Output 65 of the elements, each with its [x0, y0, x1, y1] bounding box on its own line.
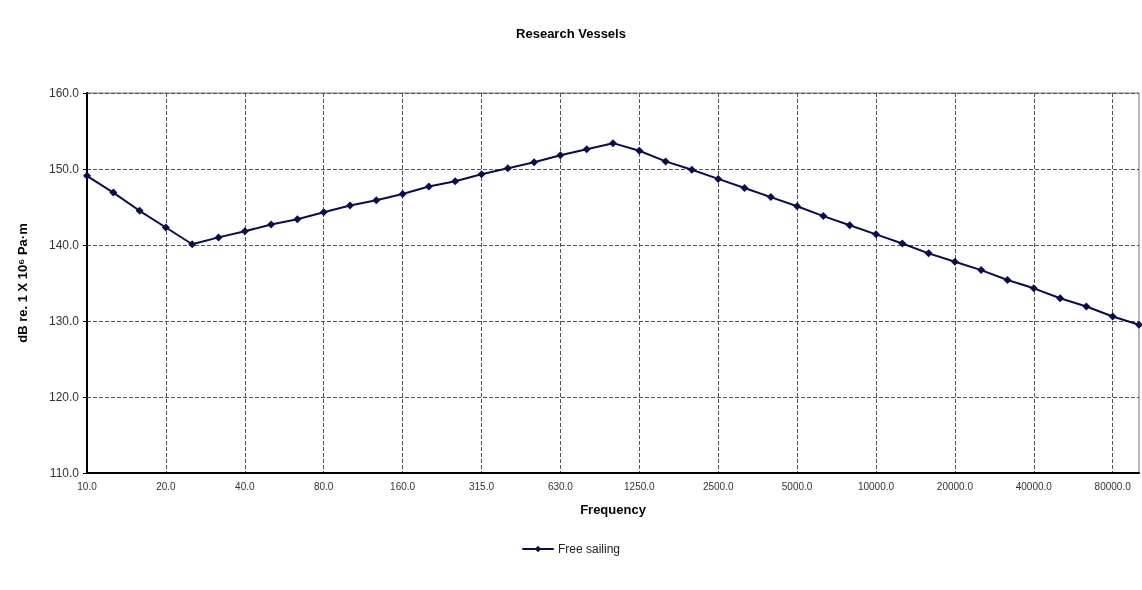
- point: [819, 212, 828, 221]
- point: [950, 257, 959, 266]
- point: [1029, 284, 1038, 293]
- point: [214, 233, 223, 242]
- point: [1082, 302, 1091, 311]
- point: [977, 266, 986, 275]
- point: [1108, 312, 1117, 321]
- point: [83, 171, 91, 180]
- point: [609, 139, 617, 148]
- point: [845, 221, 854, 230]
- y-tick-label: 140.0: [48, 238, 80, 252]
- x-tick-label: 80000.0: [1094, 480, 1132, 492]
- point: [924, 249, 933, 258]
- point: [556, 151, 565, 160]
- point: [793, 202, 802, 211]
- point: [161, 223, 170, 232]
- x-axis-title: Frequency: [580, 502, 647, 517]
- y-tick-label: 130.0: [48, 314, 80, 328]
- x-tick-label: 160.0: [390, 480, 416, 492]
- point: [635, 146, 644, 155]
- point: [477, 170, 486, 179]
- point: [687, 165, 696, 174]
- x-tick-label: 5000.0: [781, 480, 813, 492]
- x-tick-label: 40.0: [235, 480, 255, 492]
- point: [740, 184, 749, 192]
- point: [766, 193, 775, 202]
- point: [1135, 320, 1142, 329]
- point: [530, 158, 539, 167]
- chart-title: Research Vessels: [516, 26, 626, 41]
- point: [872, 230, 880, 239]
- x-tick-label: 630.0: [547, 480, 574, 492]
- point: [424, 182, 433, 191]
- x-tick-label: 80.0: [313, 480, 334, 492]
- point: [1056, 294, 1065, 303]
- point: [898, 239, 907, 248]
- point: [135, 206, 144, 215]
- point: [267, 220, 276, 229]
- y-tick-label: 120.0: [48, 390, 80, 404]
- point: [398, 190, 407, 199]
- y-tick-label: 110.0: [49, 466, 80, 480]
- point: [346, 201, 354, 210]
- point: [293, 215, 302, 224]
- point: [661, 157, 670, 166]
- point: [451, 177, 460, 186]
- point: [714, 174, 723, 183]
- point: [1003, 275, 1012, 284]
- x-tick-label: 40000.0: [1015, 480, 1053, 492]
- y-axis-title: dB re. 1 X 10⁶ Pa·m: [15, 223, 30, 343]
- point: [188, 240, 197, 249]
- point: [240, 227, 249, 236]
- point: [503, 164, 512, 173]
- x-tick-label: 2500.0: [702, 480, 734, 492]
- y-tick-label: 150.0: [48, 162, 80, 176]
- x-tick-label: 315.0: [468, 480, 495, 492]
- point: [319, 208, 328, 217]
- point: [582, 145, 591, 154]
- point: [372, 196, 381, 205]
- x-tick-label: 20000.0: [936, 480, 974, 492]
- x-tick-label: 1250.0: [624, 480, 656, 492]
- x-tick-label: 20.0: [156, 480, 177, 492]
- point: [109, 188, 118, 197]
- x-tick-label: 10.0: [77, 480, 98, 492]
- x-tick-label: 10000.0: [857, 480, 895, 492]
- y-tick-label: 160.0: [48, 86, 80, 100]
- legend-label: Free sailing: [557, 542, 621, 556]
